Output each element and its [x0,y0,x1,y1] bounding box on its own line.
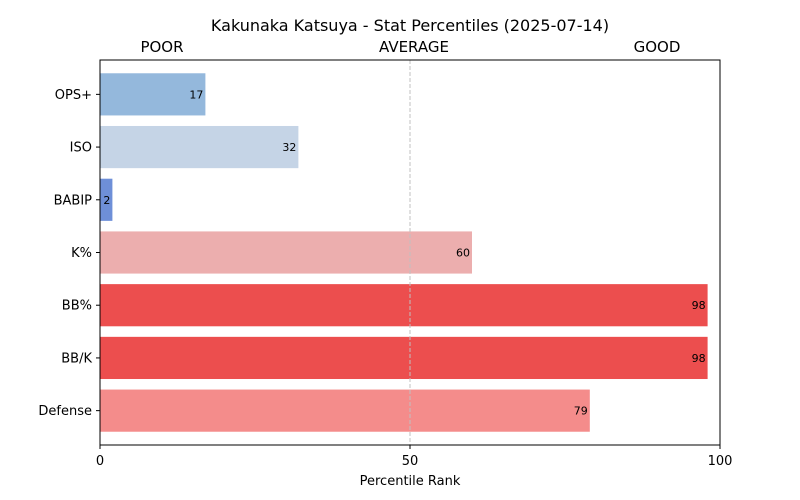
zone-label-average: AVERAGE [379,38,449,56]
y-tick-label-0: OPS+ [55,88,92,103]
bar-3 [100,231,472,274]
value-label-2: 2 [103,194,110,207]
value-label-6: 79 [574,405,588,418]
value-label-5: 98 [692,352,706,365]
zone-label-poor: POOR [140,38,183,56]
y-axis: OPS+ ISO BABIP K% BB% BB/K Defense [38,88,100,419]
y-tick-label-1: ISO [70,141,92,156]
bar-0 [100,73,206,116]
bar-2 [100,178,113,221]
bar-1 [100,125,299,169]
y-tick-label-6: Defense [38,404,92,419]
x-tick-label-0: 0 [96,454,104,469]
value-label-4: 98 [692,299,706,312]
chart-title: Kakunaka Katsuya - Stat Percentiles (202… [211,16,609,35]
bar-6 [100,389,590,432]
zone-label-good: GOOD [634,38,681,56]
x-axis-label: Percentile Rank [360,474,461,489]
x-tick-label-1: 50 [402,454,419,469]
value-label-0: 17 [189,88,203,101]
bars-layer: 17 32 2 60 98 98 79 [100,73,708,432]
x-tick-label-2: 100 [708,454,733,469]
y-tick-label-5: BB/K [61,351,92,366]
bar-5 [100,336,708,380]
y-tick-label-3: K% [71,246,92,261]
x-axis: 0 50 100 [96,445,733,469]
y-tick-label-4: BB% [62,299,92,314]
value-label-3: 60 [456,247,470,260]
bar-4 [100,284,708,327]
value-label-1: 32 [282,141,296,154]
y-tick-label-2: BABIP [54,193,93,208]
